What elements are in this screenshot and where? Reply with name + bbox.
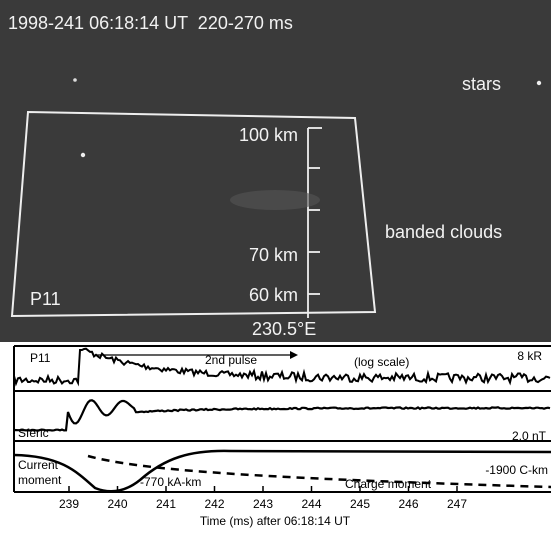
pulse-label: 2nd pulse — [205, 353, 257, 367]
charge-value: -1900 C-km — [485, 463, 548, 477]
altitude-label: 70 km — [249, 245, 298, 265]
time-tick-label: 244 — [301, 497, 321, 511]
banded-clouds — [230, 190, 320, 210]
panel-frames — [14, 346, 551, 492]
sferic-trace — [14, 400, 550, 430]
star — [81, 153, 85, 157]
stars-label: stars — [462, 74, 501, 94]
panel-label: Sferic — [18, 426, 49, 440]
time-tick-label: 240 — [107, 497, 127, 511]
station-label: P11 — [30, 289, 61, 309]
time-tick-label: 246 — [398, 497, 418, 511]
time-tick-label: 241 — [156, 497, 176, 511]
charge-label: Charge moment — [345, 477, 432, 491]
star — [73, 78, 77, 82]
panel-label: P11 — [30, 351, 51, 365]
time-tick-label: 247 — [447, 497, 467, 511]
panel-label: moment — [18, 473, 62, 487]
peak-label: -770 kA-km — [140, 475, 201, 489]
pulse-arrow-head — [290, 351, 298, 359]
longitude-label: 230.5°E — [252, 319, 316, 339]
time-tick-label: 245 — [350, 497, 370, 511]
star — [537, 81, 541, 85]
time-tick-label: 239 — [59, 497, 79, 511]
image-title: 1998-241 06:18:14 UT 220-270 ms — [8, 13, 293, 33]
scale-label: (log scale) — [354, 355, 409, 369]
clouds-label: banded clouds — [385, 222, 502, 242]
unit-label: 2.0 nT — [512, 429, 547, 443]
altitude-label: 100 km — [239, 125, 298, 145]
time-tick-label: 243 — [253, 497, 273, 511]
panel-label: Current — [18, 458, 59, 472]
time-tick-labels: 239 240 241 242 243 244 245 246 247 — [59, 497, 467, 511]
p11-trace — [14, 349, 550, 384]
altitude-label: 60 km — [249, 285, 298, 305]
time-tick-label: 242 — [204, 497, 224, 511]
axis-title: Time (ms) after 06:18:14 UT — [200, 514, 351, 528]
figure: 1998-241 06:18:14 UT 220-270 ms stars 10… — [0, 0, 551, 536]
unit-label: 8 kR — [517, 349, 542, 363]
